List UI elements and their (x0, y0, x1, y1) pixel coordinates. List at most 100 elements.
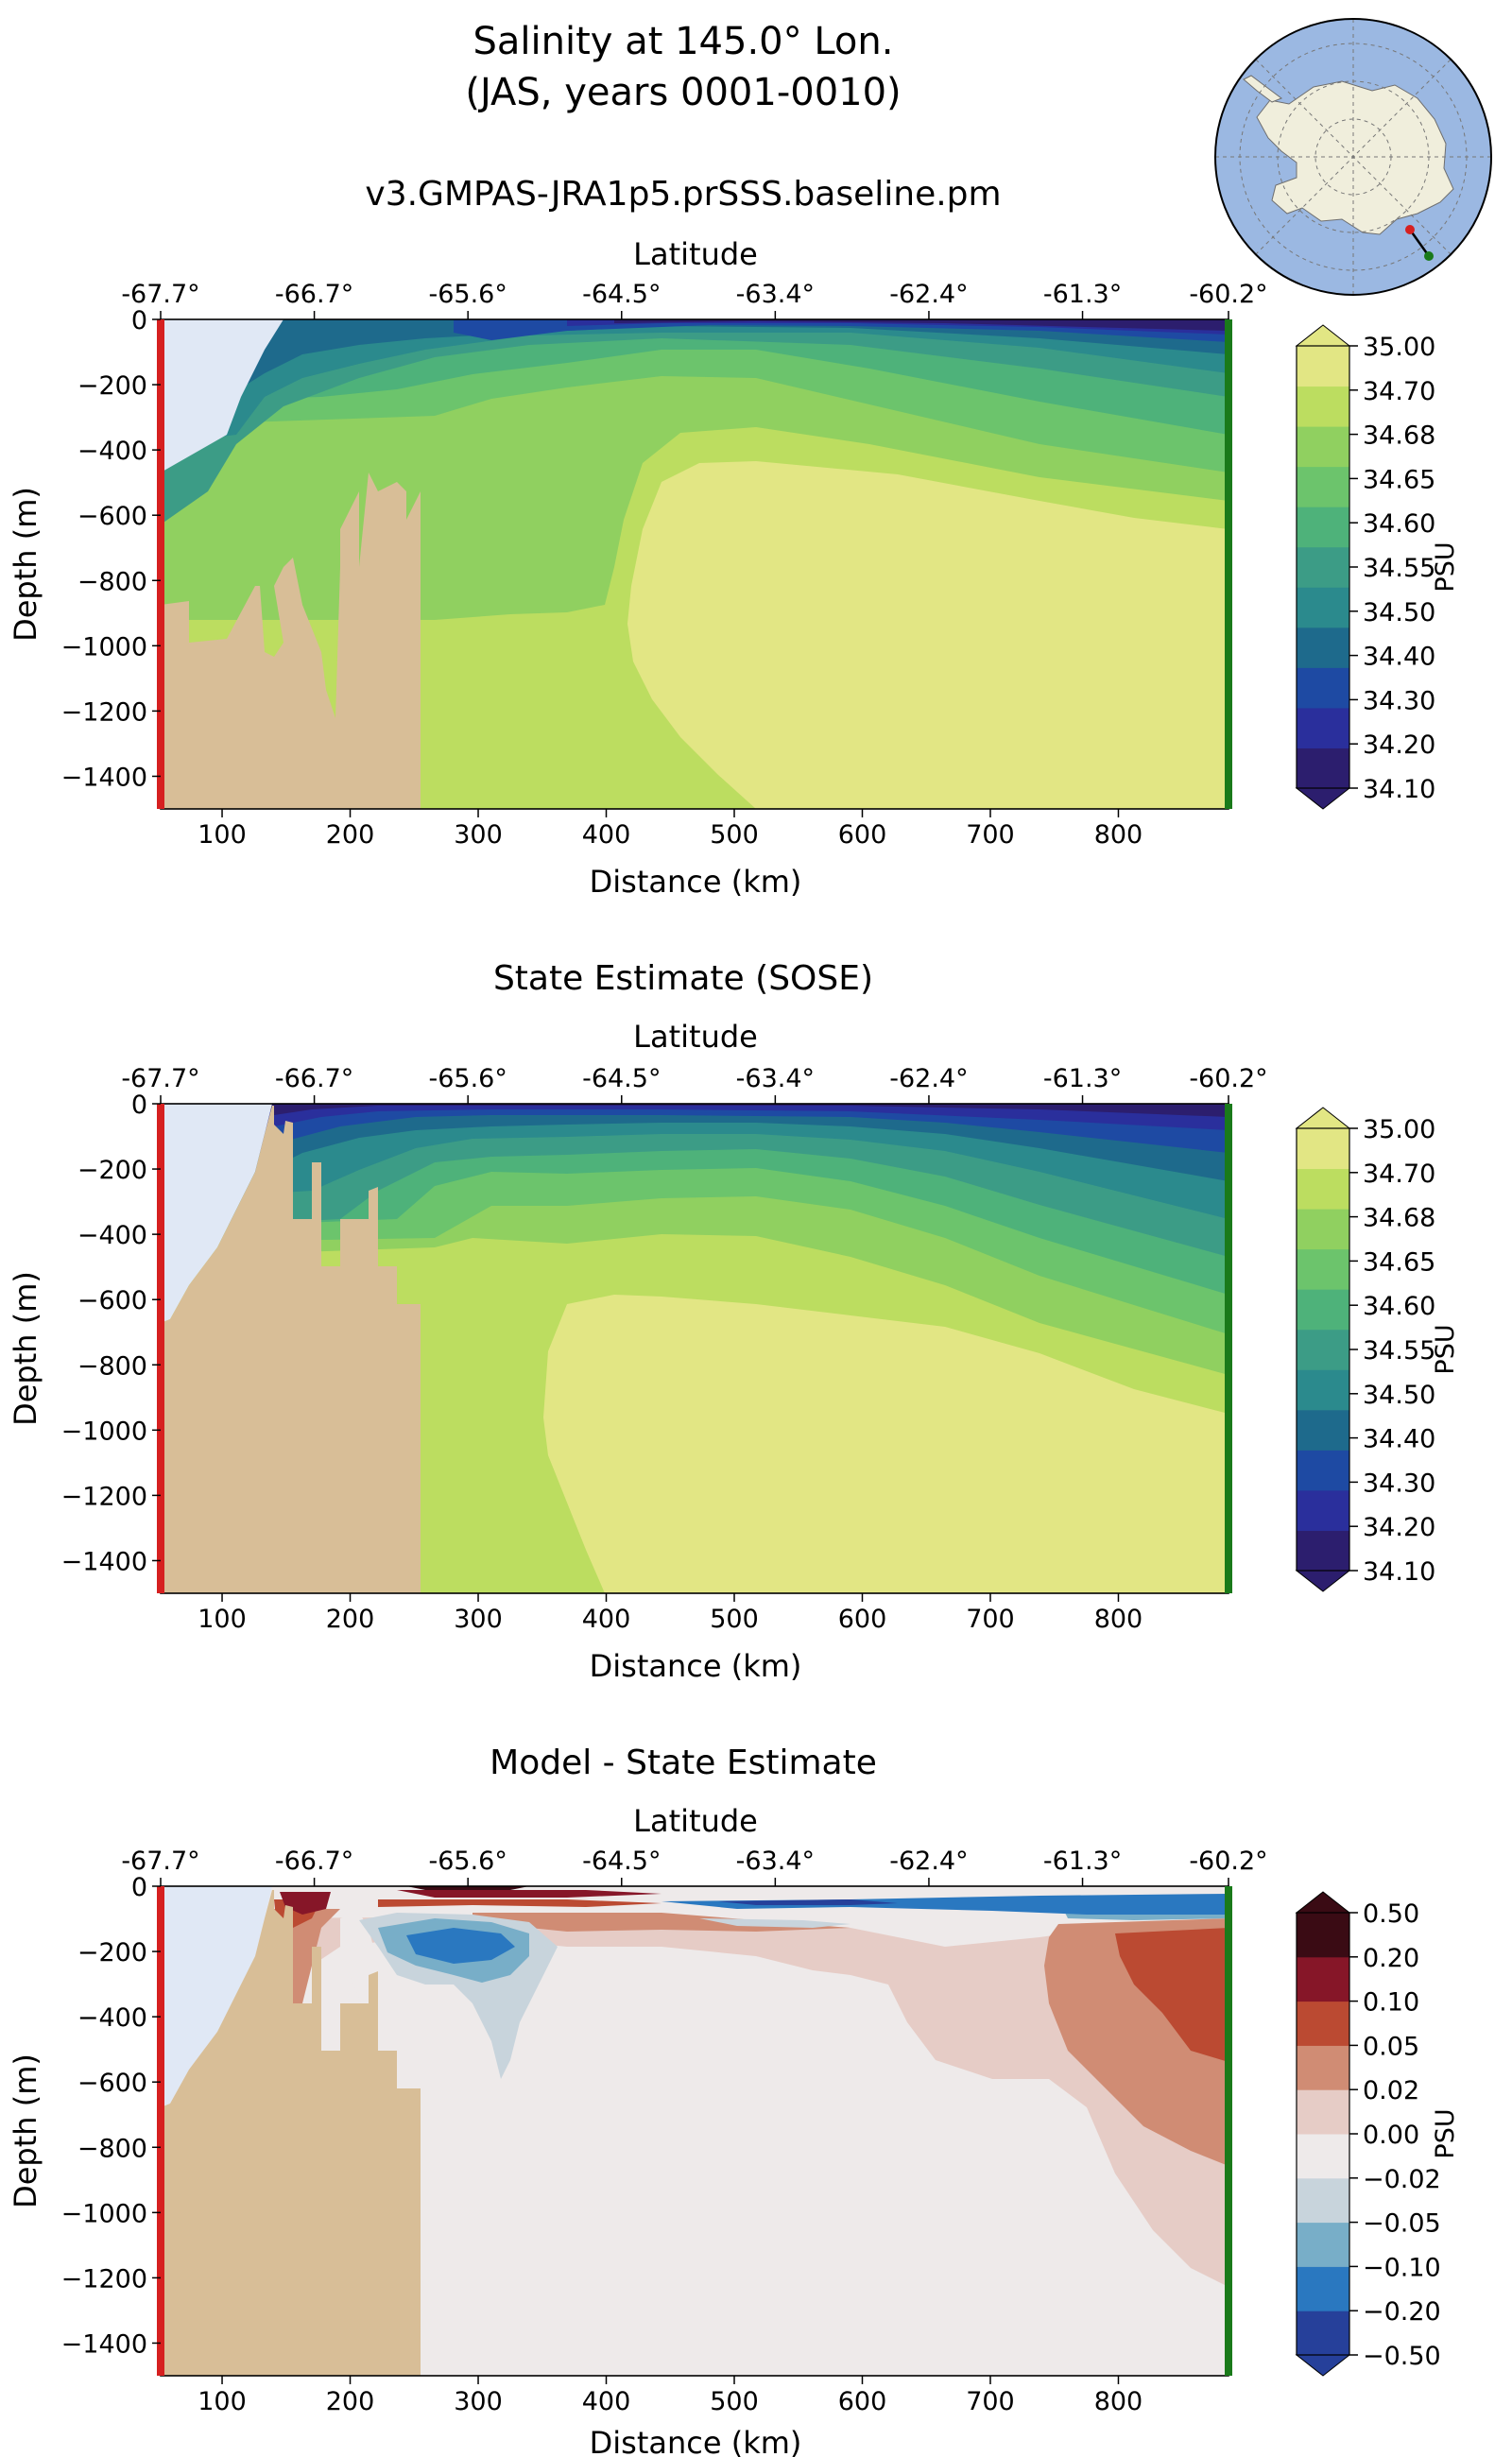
y-tick-label: −400 (77, 437, 147, 466)
colorbar-tick-label: 34.65 (1363, 465, 1435, 494)
x-tick-label: 800 (1094, 820, 1143, 850)
contour-field-sose (161, 1104, 1228, 1593)
x-tick-label: 700 (966, 820, 1015, 850)
x-tick-label: 700 (966, 2387, 1015, 2416)
colorbar-extend-bottom (1295, 1570, 1351, 1592)
colorbar-tick-label: 34.30 (1363, 1469, 1435, 1498)
band-minus0.20-minus0.10 (406, 1894, 1228, 1964)
y-label-model: Depth (m) (8, 487, 43, 642)
colorbar-segment (1297, 1956, 1349, 2002)
colorbar-segment (1297, 1168, 1349, 1210)
figure-title-line1: Salinity at 145.0° Lon. (473, 20, 894, 63)
y-axis-model: 0 −200 −400 −600 −800 −1000 −1200 −1400 (61, 306, 161, 792)
lat-tick-label: -67.7° (121, 1847, 199, 1876)
x-label-model: Distance (km) (590, 864, 802, 900)
colorbar-segment (1297, 346, 1349, 387)
lat-tick-label: -64.5° (582, 280, 661, 309)
y-tick-label: −800 (77, 567, 147, 596)
panel-model: 100 200 300 400 500 600 700 800 0 −200 −400 −600 −8… (8, 236, 1460, 900)
y-tick-label: −200 (77, 371, 147, 401)
colorbar-tick-label: 34.55 (1363, 1336, 1435, 1366)
lat-tick-label: -65.6° (428, 280, 507, 309)
colorbar-tick-label: 0.00 (1363, 2121, 1419, 2150)
x-axis-model: 100 200 300 400 500 600 700 800 (198, 809, 1143, 850)
colorbar-tick-label: 34.30 (1363, 686, 1435, 715)
band-minus0.50-minus0.20 (718, 1899, 898, 1905)
lat-tick-label: -66.7° (275, 280, 353, 309)
colorbar-tick-label: 34.40 (1363, 643, 1435, 672)
x-tick-label: 300 (454, 2387, 503, 2416)
panel-sose: 100 200 300 400 500 600 700 800 0 −200 −400 −600 −8… (8, 1019, 1460, 1684)
colorbar-label: PSU (1431, 2108, 1460, 2158)
y-tick-label: −600 (77, 2069, 147, 2098)
x-tick-label: 200 (326, 1605, 375, 1634)
colorbar-segment (1297, 1289, 1349, 1331)
colorbar-tick-label: −0.10 (1363, 2253, 1441, 2282)
section-line (1408, 229, 1431, 257)
x-tick-label: 500 (710, 1605, 759, 1634)
y-tick-label: −200 (77, 1938, 147, 1967)
colorbar-model: 34.10 34.20 34.30 34.40 34.50 34.55 34.60 34.65… (1295, 324, 1460, 810)
colorbar-segment (1297, 2045, 1349, 2090)
contour-field-model (161, 319, 1228, 809)
x-tick-label: 300 (454, 1605, 503, 1634)
ice-shelf-sose (161, 1104, 272, 1323)
band-0.02-0.05 (284, 1916, 1228, 2287)
y-tick-label: 0 (131, 306, 147, 335)
x-tick-label: 200 (326, 820, 375, 850)
colorbar-tick-label: 35.00 (1363, 333, 1435, 362)
x2-label-sose: Latitude (633, 1019, 758, 1055)
colorbar-segment (1297, 1209, 1349, 1250)
x-tick-label: 100 (198, 2387, 247, 2416)
colorbar-segment (1297, 386, 1349, 427)
inset-map (1214, 18, 1492, 296)
colorbar-segment (1297, 2311, 1349, 2356)
y-label-sose: Depth (m) (8, 1271, 43, 1426)
x-tick-label: 300 (454, 820, 503, 850)
section-end-marker (1424, 251, 1434, 261)
ice-shelf-model (161, 319, 284, 472)
x-tick-label: 800 (1094, 1605, 1143, 1634)
colorbar-segment (1297, 667, 1349, 709)
colorbar-diff: −0.50 −0.20 −0.10 −0.05 −0.02 0.00 0.02 0.05 0.1… (1295, 1891, 1460, 2377)
colorbar-segment (1297, 1450, 1349, 1491)
colorbar-segment (1297, 2089, 1349, 2135)
land-sose (161, 1106, 421, 1593)
colorbar-segment (1297, 2177, 1349, 2224)
colorbar-tick-label: −0.02 (1363, 2165, 1441, 2194)
x-tick-label: 100 (198, 820, 247, 850)
x-tick-label: 200 (326, 2387, 375, 2416)
colorbar-tick-label: 0.02 (1363, 2076, 1419, 2105)
y-tick-label: −400 (77, 1221, 147, 1250)
lat-tick-label: -60.2° (1189, 280, 1267, 309)
colorbar-segment (1297, 507, 1349, 548)
colorbar-segment (1297, 546, 1349, 588)
x2-label-model: Latitude (633, 236, 758, 272)
y-tick-label: −1200 (61, 1482, 147, 1511)
colorbar-tick-label: 35.00 (1363, 1115, 1435, 1144)
colorbar-segment (1297, 587, 1349, 628)
colorbar-segment (1297, 1489, 1349, 1531)
colorbar-segment (1297, 466, 1349, 507)
colorbar-label: PSU (1431, 541, 1460, 592)
lat-tick-label: -61.3° (1043, 1064, 1122, 1093)
colorbar-segment (1297, 1913, 1349, 1958)
colorbar-tick-label: 34.40 (1363, 1425, 1435, 1454)
colorbar-sose: 34.10 34.20 34.30 34.40 34.50 34.55 34.60 34.65… (1295, 1107, 1460, 1592)
start-marker-diff (157, 1886, 164, 2376)
lat-tick-label: -66.7° (275, 1064, 353, 1093)
end-marker-model (1225, 319, 1232, 809)
x-tick-label: 700 (966, 1605, 1015, 1634)
colorbar-extend-top (1295, 1107, 1351, 1129)
colorbar-tick-label: 34.60 (1363, 509, 1435, 539)
band-below-34.10 (265, 1104, 1228, 1117)
y-tick-label: −1000 (61, 632, 147, 662)
colorbar-segment (1297, 1369, 1349, 1411)
colorbar-tick-label: 34.70 (1363, 377, 1435, 406)
start-marker-sose (157, 1104, 164, 1593)
lat-tick-label: -67.7° (121, 280, 199, 309)
colorbar-tick-label: 34.20 (1363, 730, 1435, 760)
colorbar-tick-label: 34.68 (1363, 421, 1435, 451)
colorbar-segment (1297, 707, 1349, 748)
